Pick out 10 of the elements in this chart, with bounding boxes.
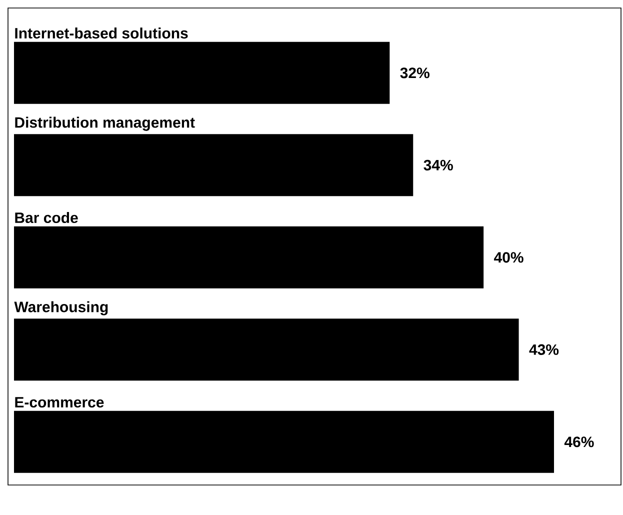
data-label: 46% [564, 436, 594, 448]
y-tick-label: Internet-based solutions [15, 28, 188, 39]
y-tick-label: E-commerce [15, 397, 104, 408]
y-tick-label: Warehousing [14, 301, 108, 316]
data-label: 34% [424, 160, 453, 170]
y-tick-label: Distribution management [15, 116, 195, 131]
data-label: 32% [400, 68, 430, 78]
data-label: 43% [529, 344, 559, 355]
y-tick-label: Bar code [15, 212, 78, 224]
data-label: 40% [494, 252, 524, 263]
